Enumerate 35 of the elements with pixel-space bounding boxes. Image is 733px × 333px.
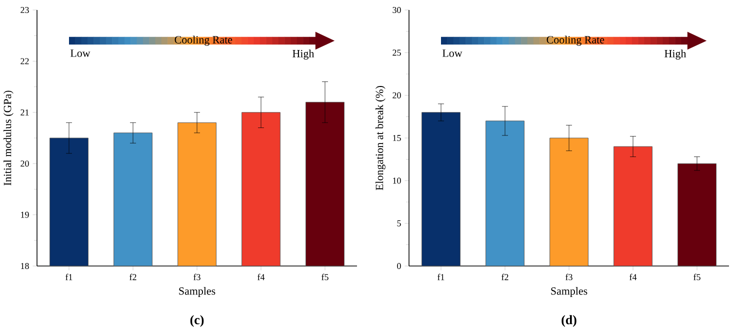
annotation: Cooling Rate xyxy=(174,36,232,46)
y-axis-title: Elongation at break (%) xyxy=(375,86,386,190)
y-tick-label: 25 xyxy=(392,50,401,56)
x-tick-label: f2 xyxy=(502,274,508,280)
annotation: Low xyxy=(442,50,462,57)
x-tick-label: f5 xyxy=(694,274,700,280)
text: (d) xyxy=(562,315,576,327)
annotation: Cooling Rate xyxy=(546,36,604,46)
y-tick-label: 20 xyxy=(392,92,401,98)
x-tick-label: f4 xyxy=(258,274,265,280)
y-tick-label: 20 xyxy=(20,160,29,167)
x-axis-title: Samples xyxy=(551,287,588,297)
y-tick-label: 23 xyxy=(20,6,29,14)
x-tick-label: f4 xyxy=(630,274,637,280)
y-tick-label: 0 xyxy=(397,262,401,270)
x-tick-label: f3 xyxy=(566,274,572,280)
x-axis-title: Samples xyxy=(179,287,216,297)
y-tick-label: 22 xyxy=(20,58,29,64)
annotation: High xyxy=(664,50,686,60)
y-tick-label: 5 xyxy=(397,220,401,226)
y-axis-title: Initial modulus (GPa) xyxy=(4,90,14,186)
y-tick-label: 10 xyxy=(393,178,401,184)
y-tick-label: 18 xyxy=(21,262,29,270)
y-tick-label: 15 xyxy=(393,134,401,142)
x-tick-label: f5 xyxy=(322,274,328,280)
annotation: High xyxy=(292,50,314,60)
y-tick-label: 19 xyxy=(21,212,29,218)
text: (c) xyxy=(190,315,204,327)
x-tick-label: f1 xyxy=(66,274,72,280)
x-tick-label: f1 xyxy=(438,274,444,280)
x-tick-label: f3 xyxy=(194,274,200,280)
x-tick-label: f2 xyxy=(130,274,136,280)
y-tick-label: 21 xyxy=(20,109,29,116)
y-tick-label: 30 xyxy=(392,6,401,14)
annotation: Low xyxy=(70,50,90,57)
